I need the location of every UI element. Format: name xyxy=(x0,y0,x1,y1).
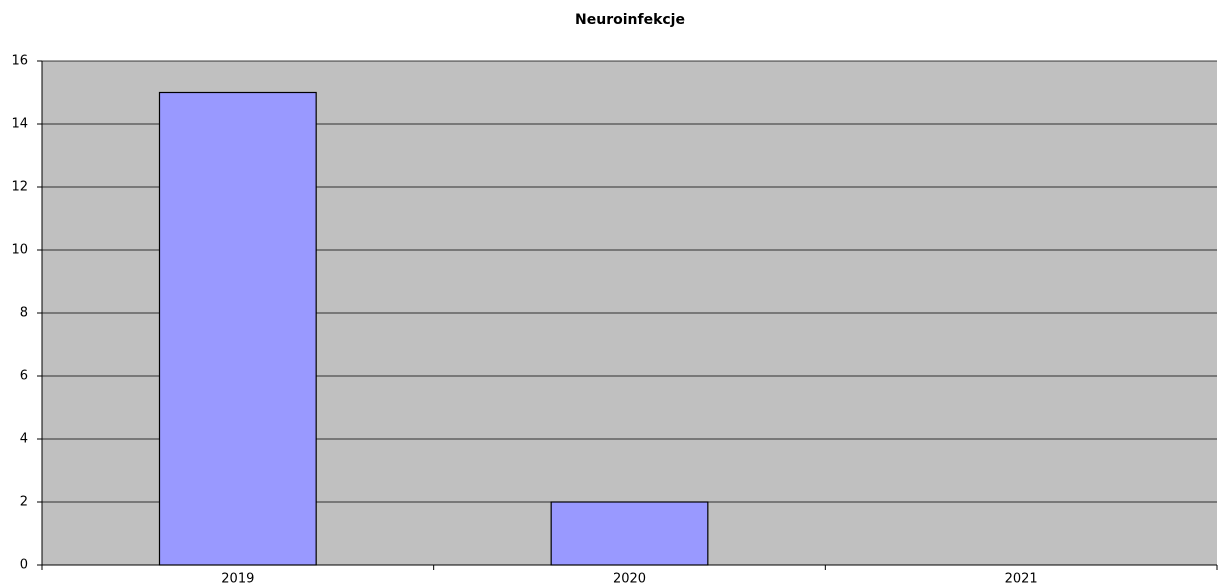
x-tick-label: 2019 xyxy=(221,572,254,587)
bar xyxy=(550,501,709,566)
y-tick-label: 12 xyxy=(11,180,28,195)
y-tick-label: 6 xyxy=(20,369,28,384)
y-tick-label: 0 xyxy=(20,558,28,573)
bar xyxy=(158,91,317,566)
y-tick-label: 14 xyxy=(11,117,28,132)
x-tick-label: 2021 xyxy=(1005,572,1038,587)
y-tick-label: 10 xyxy=(11,243,28,258)
x-tick-label: 2020 xyxy=(613,572,646,587)
y-tick-label: 4 xyxy=(20,432,28,447)
chart-title: Neuroinfekcje xyxy=(575,12,685,28)
y-tick-label: 16 xyxy=(11,54,28,69)
y-tick-label: 2 xyxy=(20,495,28,510)
y-tick-label: 8 xyxy=(20,306,28,321)
